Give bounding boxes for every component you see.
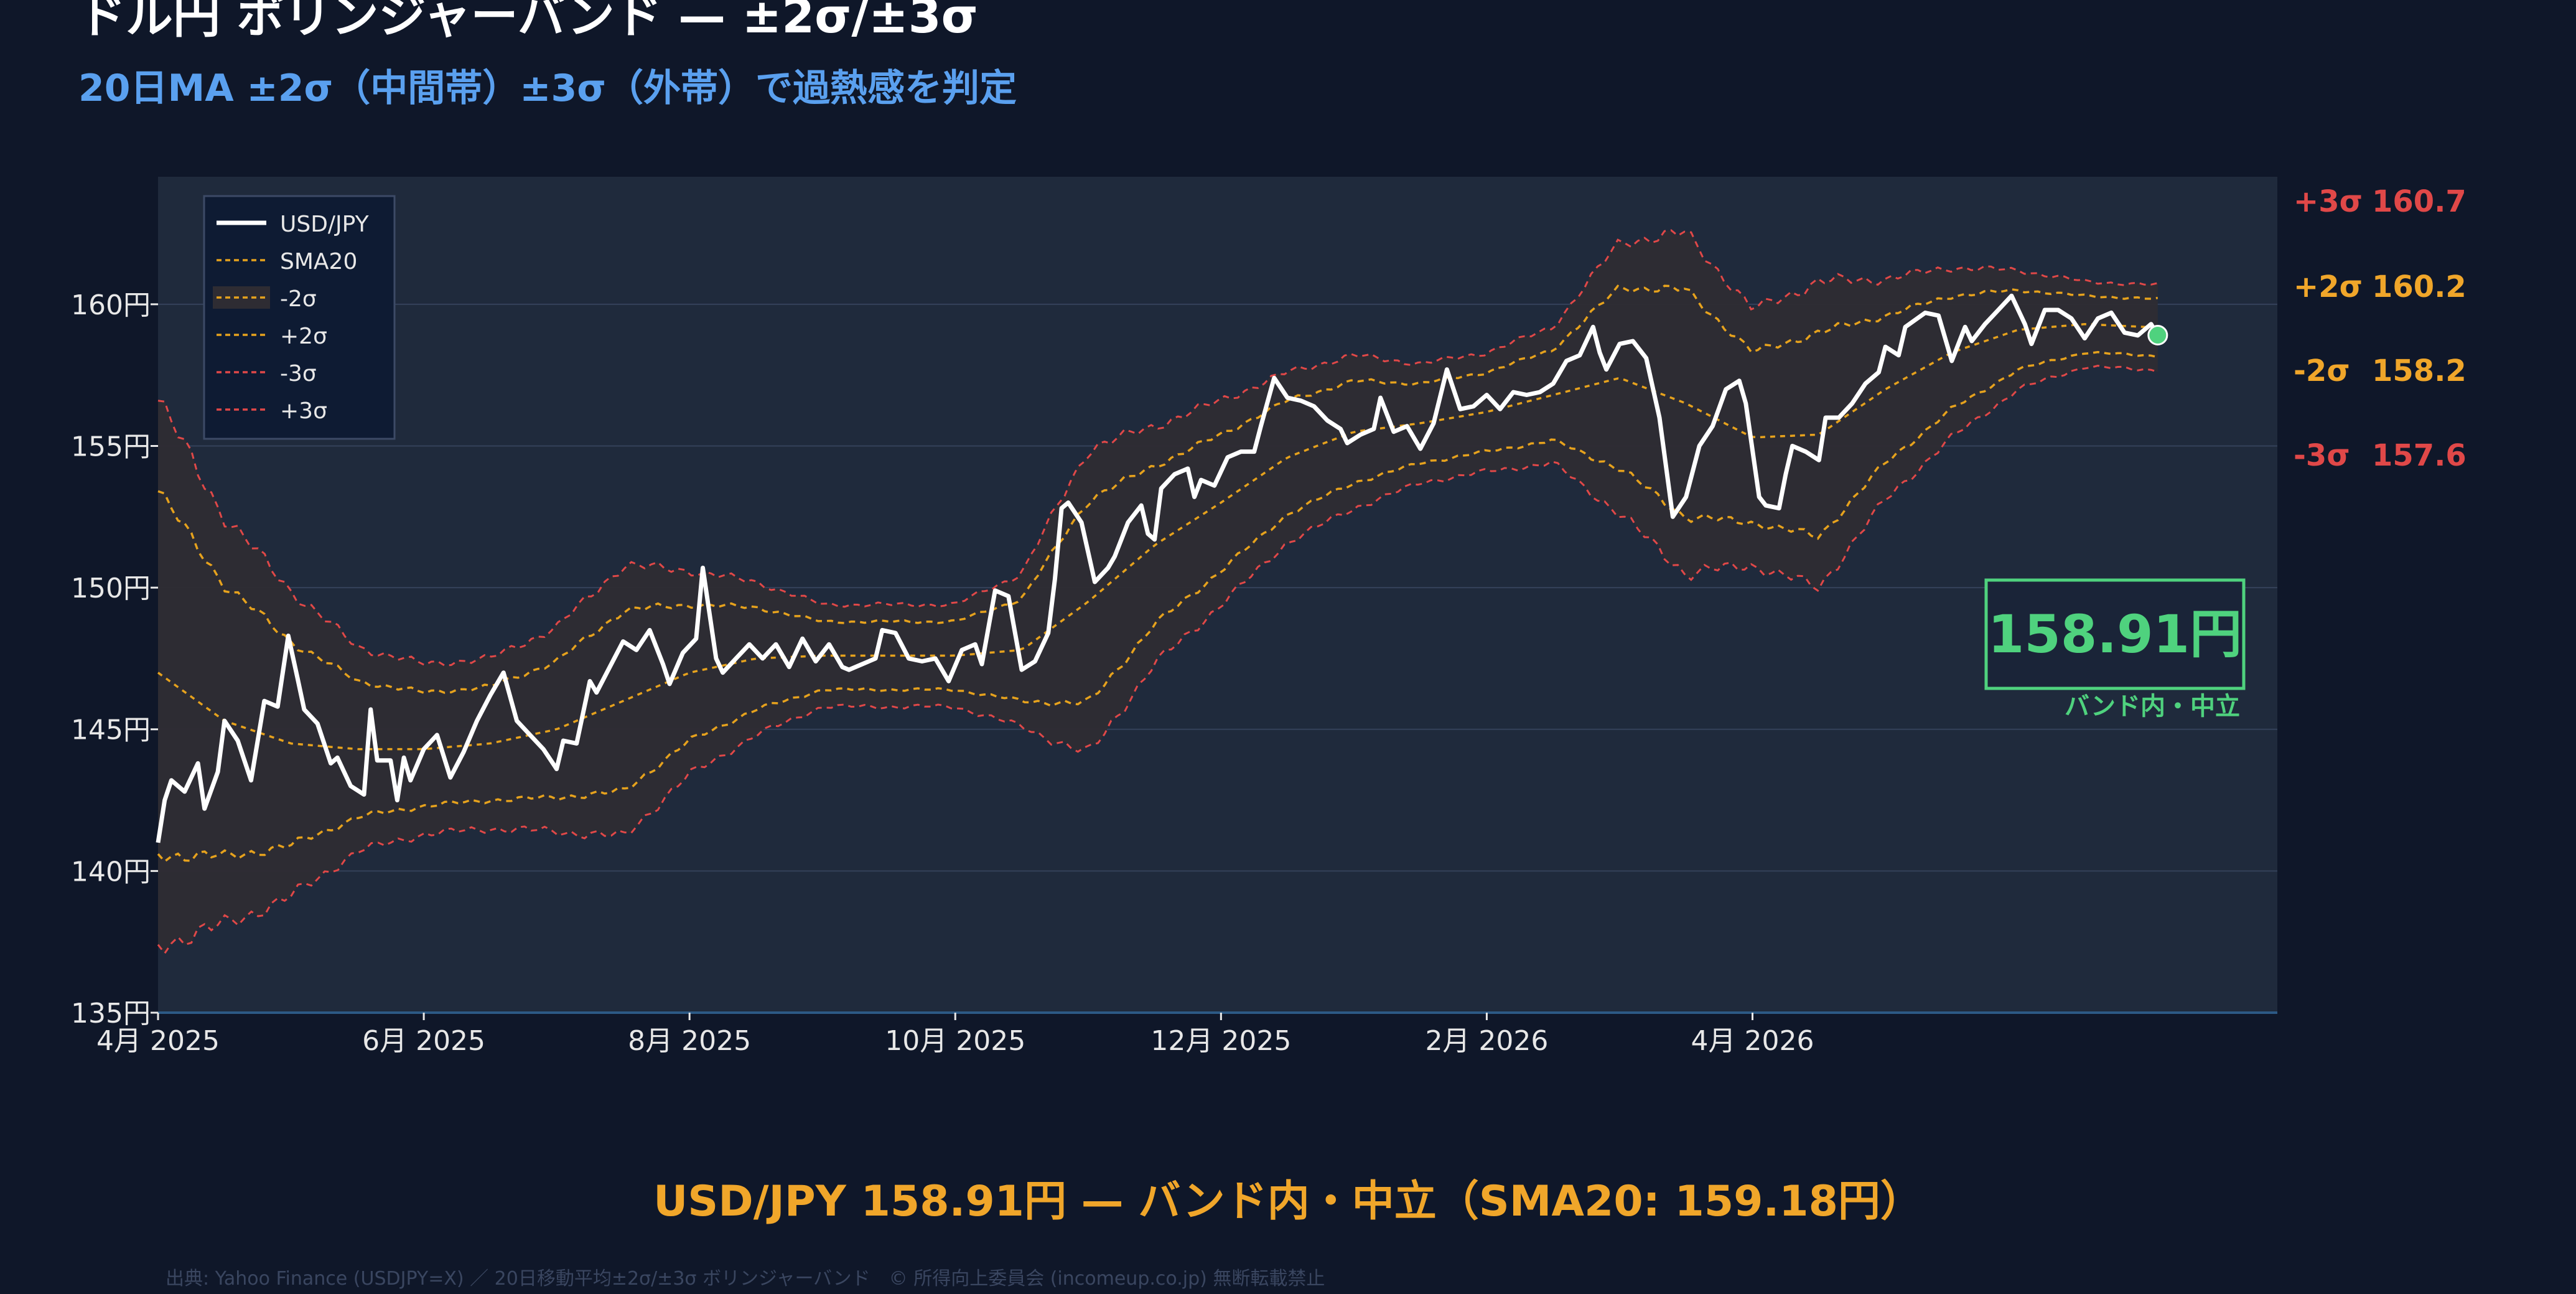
band-series xyxy=(156,229,2168,955)
chart-title: ドル円 ボリンジャーバンド — ±2σ/±3σ xyxy=(78,0,978,44)
y-tick-label-140: 140円 xyxy=(71,856,151,888)
x-tick-label-1: 6月 2025 xyxy=(362,1025,485,1057)
legend-label-4: -3σ xyxy=(280,361,317,387)
current-status: バンド内・中立 xyxy=(2065,692,2240,721)
series-plus-3sigma xyxy=(157,229,2158,667)
y-tick-label-145: 145円 xyxy=(71,715,151,746)
legend: USD/JPY SMA20 -2σ +2σ -3σ +3σ xyxy=(203,195,396,440)
legend-label-0: USD/JPY xyxy=(280,212,370,237)
legend-box xyxy=(203,195,396,440)
band-value-3: 157.6 xyxy=(2372,438,2466,473)
current-price-value: 158.91円 xyxy=(1988,604,2242,665)
current-price-box: 158.91円 バンド内・中立 xyxy=(1984,578,2246,721)
series-minus-2sigma xyxy=(157,350,2158,863)
x-tick-label-3: 10月 2025 xyxy=(885,1025,1025,1057)
x-axis-ticks: 4月 2025 6月 2025 8月 2025 10月 2025 12月 2025 2月 … xyxy=(96,1013,1814,1057)
series-sma20 xyxy=(157,323,2158,751)
legend-label-1: SMA20 xyxy=(280,249,357,274)
x-tick-label-6: 4月 2026 xyxy=(1691,1025,1814,1057)
x-tick-label-0: 4月 2025 xyxy=(96,1025,220,1057)
band-label-0: +3σ xyxy=(2294,184,2363,219)
y-tick-label-160: 160円 xyxy=(71,289,151,321)
y-tick-label-150: 150円 xyxy=(71,573,151,604)
current-price-frame xyxy=(1984,578,2246,690)
band-label-3: -3σ xyxy=(2294,438,2350,473)
x-tick-label-2: 8月 2025 xyxy=(628,1025,751,1057)
band-label-1: +2σ xyxy=(2294,270,2363,304)
x-tick-label-4: 12月 2025 xyxy=(1150,1025,1291,1057)
band-value-0: 160.7 xyxy=(2372,184,2466,219)
legend-label-5: +3σ xyxy=(280,398,327,424)
band-label-2: -2σ xyxy=(2294,354,2350,388)
legend-label-2: -2σ xyxy=(280,286,317,312)
x-tick-label-5: 2月 2026 xyxy=(1425,1025,1548,1057)
footer-credit: 出典: Yahoo Finance (USDJPY=X) ／ 20日移動平均±2… xyxy=(166,1268,1325,1290)
legend-label-3: +2σ xyxy=(280,324,327,349)
y-axis-ticks: 135円 140円 145円 150円 155円 160円 xyxy=(71,289,158,1029)
chart-subtitle: 20日MA ±2σ（中間帯）±3σ（外帯）で過熱感を判定 xyxy=(78,67,1017,110)
band-value-1: 160.2 xyxy=(2372,270,2466,304)
y-tick-label-155: 155円 xyxy=(71,431,151,462)
y-tick-label-135: 135円 xyxy=(71,998,151,1029)
band-value-2: 158.2 xyxy=(2372,354,2466,388)
band-value-labels: +3σ 160.7 +2σ 160.2 -2σ 158.2 -3σ 157.6 xyxy=(2294,184,2466,473)
series-minus-3sigma xyxy=(157,364,2158,955)
last-price-marker xyxy=(2147,324,2168,345)
summary-line: USD/JPY 158.91円 — バンド内・中立（SMA20: 159.18円… xyxy=(653,1177,1923,1226)
series-usdjpy xyxy=(156,293,2160,843)
